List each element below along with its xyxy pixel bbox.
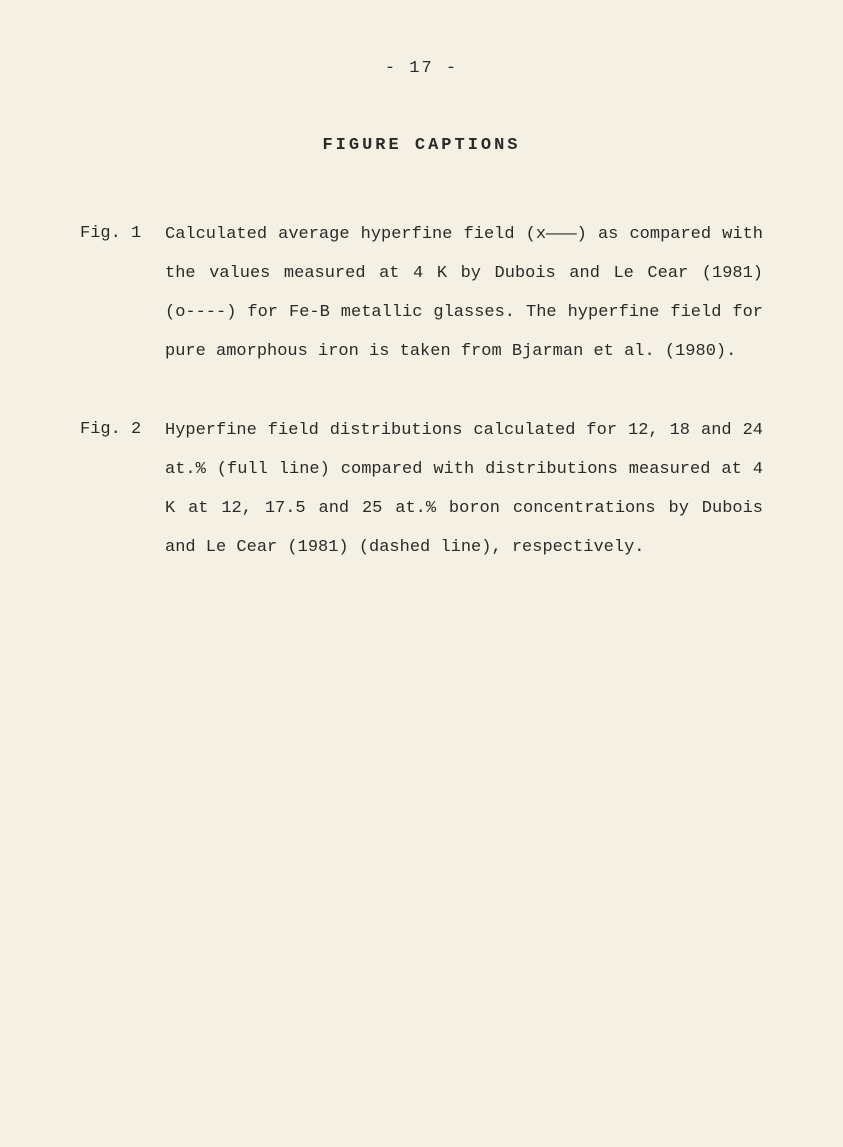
figure-label: Fig. 1 — [80, 215, 165, 371]
figure-caption-text: Hyperfine field distributions calculated… — [165, 411, 763, 567]
page-number: - 17 - — [80, 50, 763, 87]
figure-entry-2: Fig. 2 Hyperfine field distributions cal… — [80, 411, 763, 567]
figure-label: Fig. 2 — [80, 411, 165, 567]
figure-caption-text: Calculated average hyperfine field (x———… — [165, 215, 763, 371]
section-title: FIGURE CAPTIONS — [80, 127, 763, 164]
figure-entry-1: Fig. 1 Calculated average hyperfine fiel… — [80, 215, 763, 371]
